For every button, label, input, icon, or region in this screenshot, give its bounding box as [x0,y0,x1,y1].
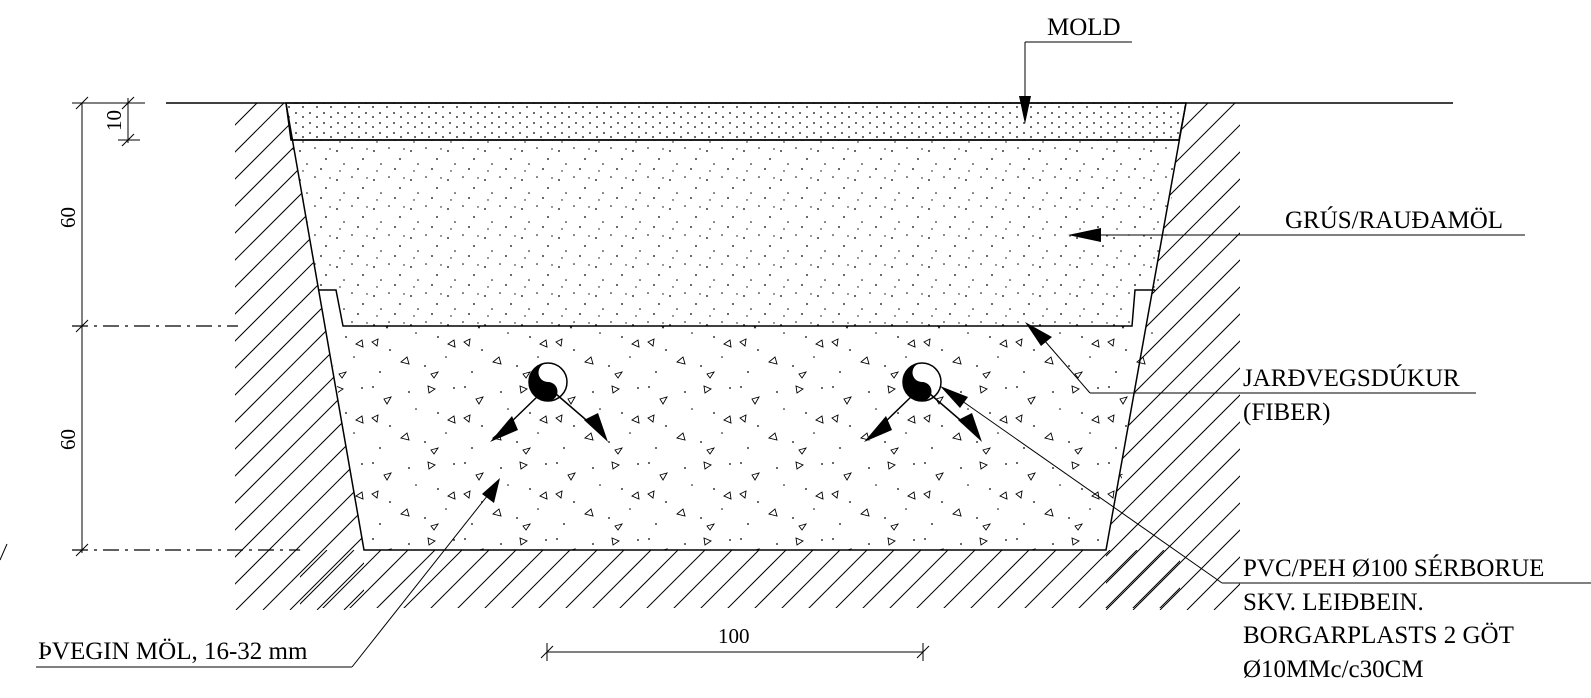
hatch-line [1024,550,1084,608]
vertical-dimensions [72,96,300,557]
hatch-line [235,103,364,610]
hatch-line [235,103,339,610]
geotextile-label-line2: (FIBER) [1243,399,1331,426]
hatch-line [1106,103,1240,610]
hatch-line [1106,103,1240,610]
dim-upper-layer: 60 [56,207,80,228]
dim-lower-layer: 60 [56,429,80,450]
pipe-leader [940,386,1591,584]
hatch-line [1106,103,1240,610]
hatch-line [403,550,463,608]
drain-pipe-right [864,362,982,442]
gravel-leader [36,478,500,668]
hatch-line [300,550,328,578]
hatch-line [322,550,382,608]
hatch-line [300,550,355,605]
hatch-line [511,550,571,608]
dim-bottom-width: 100 [718,624,750,648]
hatch-line [889,550,949,608]
bottom-soil-hatching [300,550,1245,610]
hatch-line [235,103,364,610]
hatch-line [235,103,258,610]
hatch-line [997,550,1057,608]
hatch-line [235,103,364,610]
hatch-line [457,550,517,608]
trench-outline [285,102,1187,551]
hatch-line [1078,550,1138,608]
dim-top-layer: 10 [102,110,126,131]
hatch-line [0,103,230,610]
hatch-line [430,550,490,608]
geotextile-line [318,289,1155,327]
hatch-line [1106,103,1240,610]
hatch-line [1051,550,1111,608]
hatch-line [835,550,895,608]
hatch-line [646,550,706,608]
geotextile-label-line1: JARÐVEGSDÚKUR [1243,364,1460,392]
hatch-line [262,103,364,610]
hatch-line [235,103,364,610]
pipe-label-line1: PVC/PEH Ø100 SÉRBORUE [1243,554,1544,582]
grus-layer [291,140,1179,326]
hatch-line [235,103,285,610]
hatch-line [235,103,364,610]
hatch-line [1106,103,1240,610]
hatch-line [1106,103,1240,610]
hatch-line [1186,103,1240,610]
drain-pipe-left [490,362,608,442]
hatch-line [538,550,598,608]
hatch-line [1106,103,1240,610]
hatch-line [619,550,679,608]
hatch-line [673,550,733,608]
mold-label: MOLD [1047,14,1121,41]
pipe-label-line4: Ø10MMc/c30CM [1243,656,1424,683]
hatch-line [727,550,787,608]
hatch-line [235,103,364,610]
grus-leader [1068,228,1525,242]
pipe-label-line2: SKV. LEIÐBEIN. [1243,589,1424,616]
hatch-line [1132,560,1180,608]
hatch-line [754,550,814,608]
hatch-line [592,550,652,608]
hatch-line [1185,550,1245,610]
geotextile-leader [1025,322,1476,394]
gravel-layer [327,326,1155,550]
hatch-line [349,550,409,608]
horizontal-dimension [540,643,930,661]
gravel-label: ÞVEGIN MÖL, 16-32 mm [38,638,308,665]
hatch-line [1159,587,1180,608]
hatch-line [235,103,364,610]
grus-label: GRÚS/RAUÐAMÖL [1285,206,1503,234]
hatch-line [376,550,436,608]
topsoil-layer [285,102,1187,141]
hatch-line [1241,103,1591,610]
hatch-line [970,550,1030,608]
hatch-line [1106,103,1240,610]
edge-mark [0,543,8,561]
hatch-line [1105,550,1165,608]
hatch-line [235,103,364,610]
hatch-line [235,103,364,610]
hatch-line [484,550,544,608]
hatch-line [1132,103,1240,610]
hatch-line [1213,103,1240,610]
hatch-line [1106,103,1240,610]
pipe-label-line3: BORGARPLASTS 2 GÖT [1243,622,1514,649]
hatch-line [565,550,625,608]
hatch-line [862,550,922,608]
hatch-line [235,103,312,610]
hatch-line [808,550,868,608]
mold-leader [1019,41,1132,124]
hatch-line [943,550,1003,608]
hatch-line [781,550,841,608]
hatch-line [300,550,301,551]
hatch-line [916,550,976,608]
hatch-line [700,550,760,608]
